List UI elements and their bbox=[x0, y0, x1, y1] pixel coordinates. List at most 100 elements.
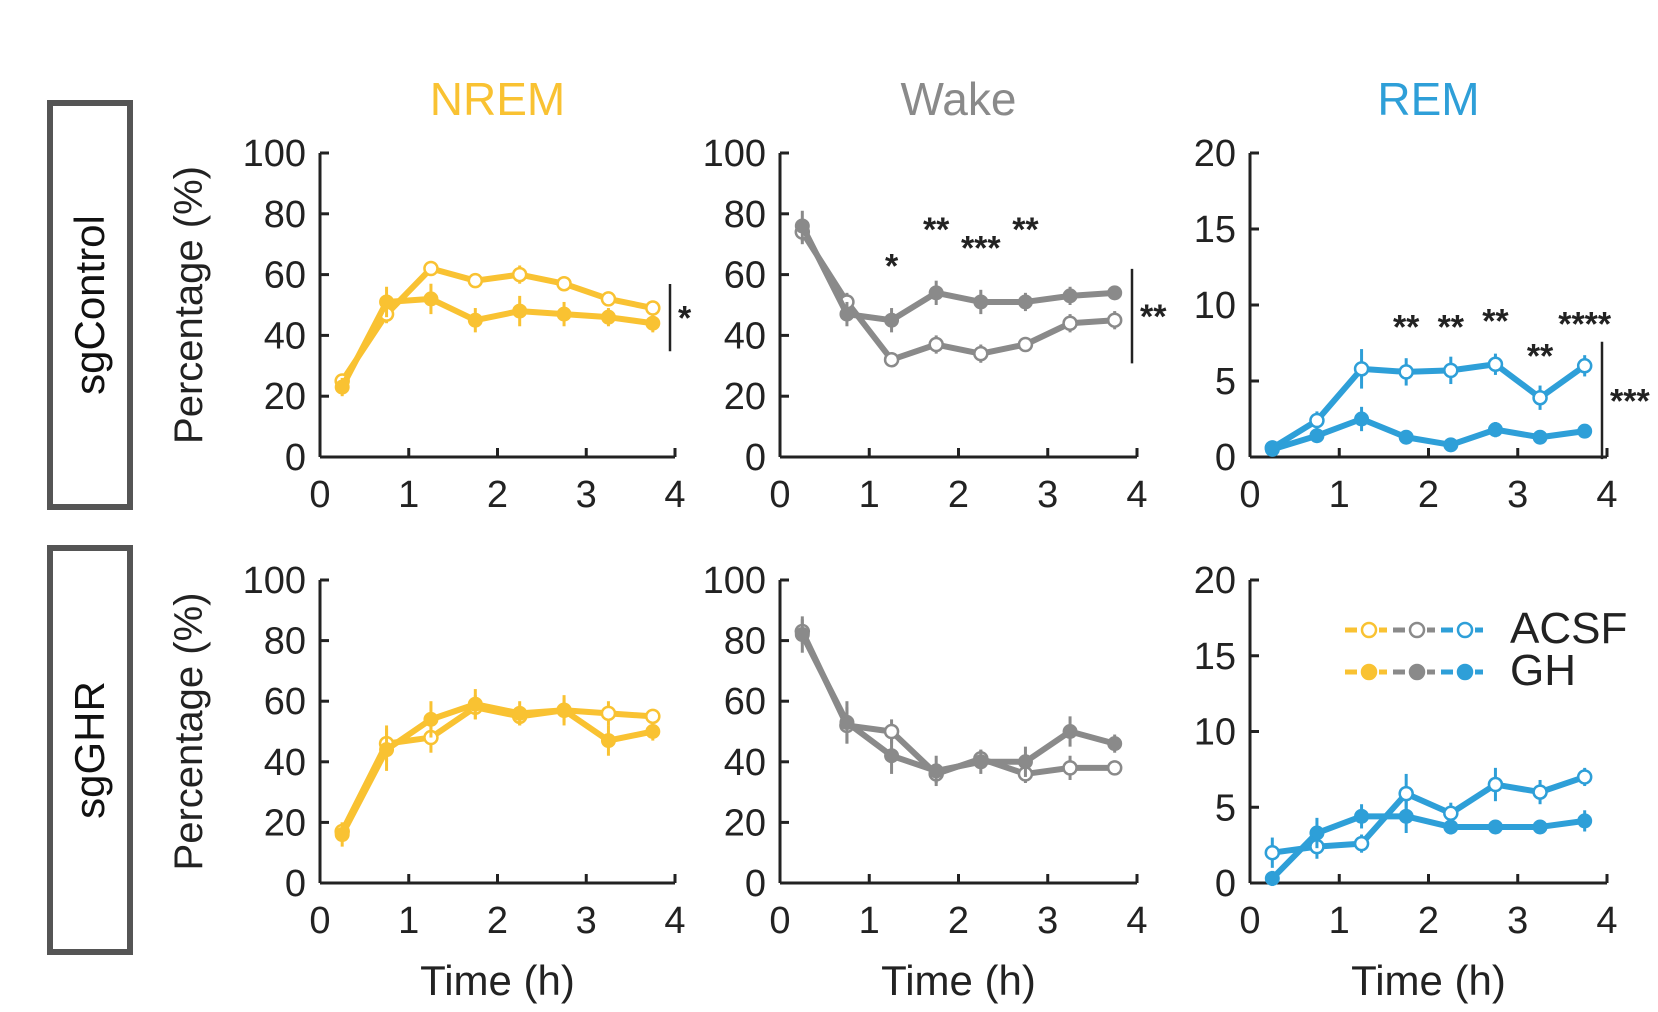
panel-title: REM bbox=[1377, 73, 1479, 125]
y-tick-label: 60 bbox=[724, 255, 766, 297]
y-tick-label: 0 bbox=[1215, 437, 1236, 479]
data-point-gh bbox=[928, 763, 944, 779]
y-tick-label: 0 bbox=[745, 863, 766, 905]
y-tick-label: 100 bbox=[703, 133, 766, 175]
data-point-gh bbox=[928, 285, 944, 301]
data-point-acsf bbox=[1264, 844, 1281, 861]
data-point-acsf bbox=[600, 291, 617, 307]
x-tick-label: 0 bbox=[1239, 474, 1260, 516]
y-tick-label: 80 bbox=[264, 194, 306, 236]
data-point-gh bbox=[973, 754, 989, 770]
data-point-acsf bbox=[1062, 315, 1078, 331]
data-point-acsf bbox=[1443, 362, 1459, 379]
legend-marker bbox=[1408, 621, 1426, 639]
data-point-acsf bbox=[645, 300, 661, 316]
data-point-gh bbox=[839, 306, 855, 322]
data-point-gh bbox=[1443, 819, 1459, 835]
x-tick-label: 3 bbox=[576, 900, 597, 942]
y-tick-label: 40 bbox=[724, 742, 766, 784]
legend-marker bbox=[1408, 663, 1426, 681]
significance-label: **** bbox=[1558, 305, 1612, 343]
data-point-acsf bbox=[1106, 312, 1123, 328]
legend-marker bbox=[1360, 621, 1378, 639]
data-point-acsf bbox=[1487, 776, 1504, 793]
panel-sgcontrol-nrem: NREM 0 20 40 60 80 100 0 1 2 3 4 Percentage (%) * bbox=[167, 73, 692, 516]
y-tick-label: 40 bbox=[264, 742, 306, 784]
x-tick-label: 2 bbox=[948, 900, 969, 942]
y-tick-label: 5 bbox=[1215, 787, 1236, 829]
x-tick-label: 3 bbox=[1507, 900, 1528, 942]
data-point-gh bbox=[645, 315, 661, 331]
data-point-acsf bbox=[467, 272, 484, 289]
significance-label: *** bbox=[961, 229, 1001, 267]
y-tick-label: 20 bbox=[1194, 560, 1236, 602]
data-point-gh bbox=[884, 312, 900, 328]
x-axis-label: Time (h) bbox=[881, 957, 1036, 1004]
series-line-gh bbox=[799, 224, 1115, 324]
data-point-gh bbox=[645, 724, 661, 739]
y-tick-label: 15 bbox=[1194, 636, 1236, 678]
x-tick-label: 0 bbox=[309, 900, 330, 942]
x-tick-label: 1 bbox=[398, 900, 419, 942]
x-tick-label: 1 bbox=[859, 474, 880, 516]
bracket-significance-label: ** bbox=[1140, 298, 1167, 336]
series-line-acsf bbox=[339, 265, 654, 383]
data-point-acsf bbox=[1532, 389, 1548, 406]
row-label-box bbox=[47, 545, 133, 955]
data-point-gh bbox=[556, 702, 572, 718]
row-label-box bbox=[47, 100, 133, 510]
data-point-gh bbox=[1577, 423, 1593, 439]
data-point-acsf bbox=[1576, 769, 1593, 785]
y-tick-label: 0 bbox=[285, 437, 306, 479]
data-point-gh bbox=[839, 714, 855, 730]
panel-sgghr-wake: 0 20 40 60 80 100 0 1 2 3 4 Time (h) bbox=[703, 560, 1148, 1004]
x-tick-label: 3 bbox=[1037, 474, 1058, 516]
data-point-gh bbox=[794, 627, 810, 643]
data-point-acsf bbox=[511, 266, 528, 283]
data-point-acsf bbox=[1353, 361, 1370, 377]
data-point-acsf bbox=[1576, 358, 1593, 374]
data-point-gh bbox=[1398, 808, 1414, 824]
y-tick-label: 40 bbox=[264, 315, 306, 357]
x-tick-label: 4 bbox=[1126, 474, 1147, 516]
data-point-gh bbox=[512, 303, 528, 319]
y-tick-label: 20 bbox=[1194, 133, 1236, 175]
x-tick-label: 4 bbox=[1126, 900, 1147, 942]
x-tick-label: 3 bbox=[1037, 900, 1058, 942]
x-tick-label: 4 bbox=[664, 900, 685, 942]
legend-acsf-label: ACSF bbox=[1510, 604, 1627, 653]
y-tick-label: 60 bbox=[264, 255, 306, 297]
data-point-acsf bbox=[1353, 835, 1370, 852]
data-point-gh bbox=[379, 294, 395, 310]
series-line-acsf bbox=[1270, 361, 1587, 451]
y-tick-label: 0 bbox=[285, 863, 306, 905]
y-tick-label: 80 bbox=[724, 621, 766, 663]
data-point-acsf bbox=[928, 336, 944, 353]
data-point-gh bbox=[1017, 294, 1033, 310]
legend-marker bbox=[1456, 663, 1474, 681]
data-point-gh bbox=[1017, 754, 1033, 770]
data-point-gh bbox=[423, 711, 439, 727]
data-point-acsf bbox=[600, 705, 617, 722]
x-tick-label: 1 bbox=[1329, 474, 1350, 516]
significance-label: ** bbox=[1012, 211, 1039, 249]
series-line-gh bbox=[799, 633, 1116, 774]
legend-gh-markers bbox=[1345, 663, 1483, 681]
data-point-acsf bbox=[1443, 805, 1459, 822]
y-tick-label: 40 bbox=[724, 315, 766, 357]
data-point-gh bbox=[1309, 428, 1325, 444]
data-point-gh bbox=[1062, 724, 1078, 739]
y-tick-label: 100 bbox=[243, 133, 306, 175]
y-tick-label: 10 bbox=[1194, 712, 1236, 754]
data-point-gh bbox=[423, 291, 439, 307]
data-point-gh bbox=[794, 218, 810, 234]
legend-marker bbox=[1360, 663, 1378, 681]
data-point-gh bbox=[1532, 429, 1548, 445]
x-tick-label: 0 bbox=[769, 474, 790, 516]
data-point-gh bbox=[1062, 288, 1078, 304]
legend-acsf-markers bbox=[1345, 621, 1483, 639]
data-point-acsf bbox=[1062, 760, 1078, 776]
data-point-acsf bbox=[1532, 784, 1548, 800]
